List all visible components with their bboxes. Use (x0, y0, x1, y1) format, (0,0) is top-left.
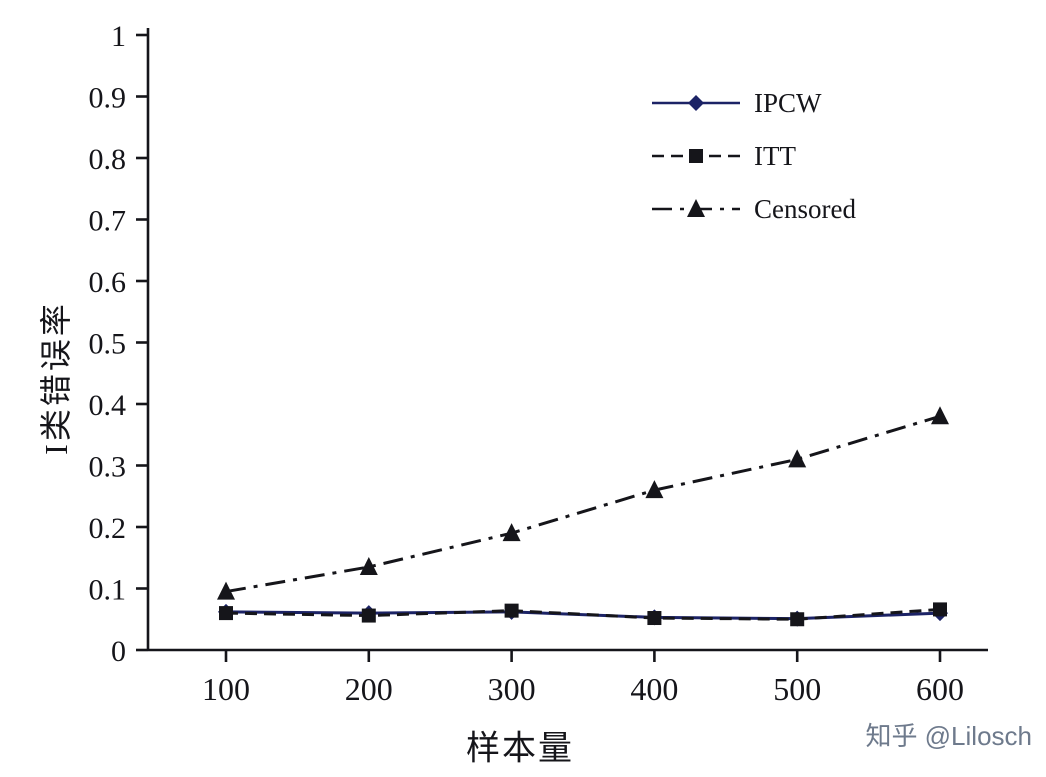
x-tick-label: 600 (916, 671, 964, 707)
triangle-marker (645, 480, 664, 499)
y-tick-label: 0.8 (89, 143, 127, 176)
square-marker (933, 602, 947, 617)
legend-item-itt: ITT (652, 141, 796, 171)
triangle-marker (687, 199, 705, 217)
x-tick-label: 200 (345, 671, 393, 707)
legend-item-ipcw: IPCW (652, 88, 822, 118)
series-line (225, 610, 941, 621)
legend-item-censored: Censored (652, 194, 856, 224)
y-tick-label: 0.5 (89, 328, 127, 361)
square-marker (689, 149, 703, 163)
x-axis-ticks: 100 200 300 400 500 600 (202, 671, 964, 707)
triangle-marker (788, 449, 807, 468)
series-line (225, 607, 941, 621)
triangle-marker (931, 406, 949, 425)
triangle-marker (359, 556, 378, 575)
series-itt (219, 602, 947, 627)
legend-label: ITT (754, 141, 796, 171)
y-tick-label: 0 (111, 635, 126, 668)
x-tick-label: 300 (488, 671, 536, 707)
x-tick-label: 500 (773, 671, 821, 707)
square-marker (361, 608, 376, 623)
axes (136, 28, 988, 662)
square-marker (790, 612, 805, 627)
y-axis-ticks: 0 0.1 0.2 0.3 0.4 0.5 0.6 0.7 0.8 0.9 1 (89, 20, 127, 668)
x-axis-label: 样本量 (466, 730, 574, 768)
triangle-marker (217, 581, 235, 600)
x-tick-label: 400 (630, 671, 678, 707)
square-marker (219, 606, 233, 621)
y-tick-label: 0.9 (89, 82, 127, 115)
series-censored (217, 406, 949, 600)
series-line (225, 414, 941, 594)
y-tick-label: 0.3 (89, 451, 127, 484)
diamond-marker (688, 95, 704, 111)
y-tick-label: 1 (111, 20, 126, 53)
y-tick-label: 0.2 (89, 512, 127, 545)
y-tick-label: 0.6 (89, 266, 127, 299)
watermark: 知乎 @Lilosch (865, 721, 1032, 751)
triangle-marker (502, 523, 521, 542)
y-axis-label: I类错误率 (38, 301, 74, 455)
legend-label: Censored (754, 194, 856, 224)
legend-label: IPCW (754, 88, 822, 118)
y-tick-label: 0.7 (89, 205, 127, 238)
y-tick-label: 0.1 (89, 574, 127, 607)
square-marker (504, 603, 519, 618)
square-marker (647, 611, 662, 626)
y-tick-label: 0.4 (89, 389, 127, 422)
legend: IPCW ITT Censored (652, 88, 856, 224)
x-tick-label: 100 (202, 671, 250, 707)
